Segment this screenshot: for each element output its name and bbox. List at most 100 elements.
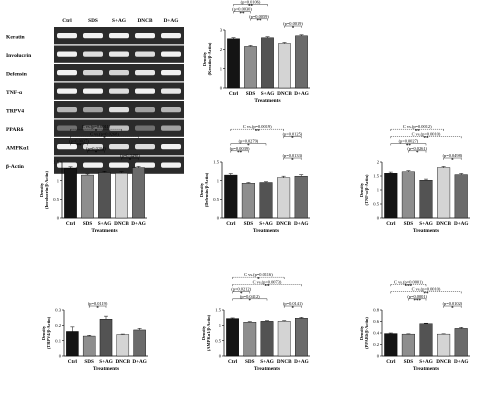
p-value-label: (p=0.0030) (232, 7, 252, 12)
blot-band (109, 33, 129, 39)
y-axis-label: Density(PPARδ/β-Actin) (359, 317, 369, 349)
p-value-label: (p=0.0498) (120, 153, 140, 158)
category-label: S+AG (99, 359, 113, 365)
blot-band (83, 51, 103, 57)
blot-band (109, 162, 129, 168)
category-label: DNCB (277, 359, 292, 365)
lane-label: S+AG (112, 18, 126, 24)
chart-trpv4: 0 0.1 0.2 0.3 Ctrl SDS S+AG DNCB D+AG Treatments D… (41, 301, 148, 372)
blot-band (83, 144, 103, 150)
blot-band (83, 107, 103, 113)
significance-stars: * (291, 137, 294, 142)
blot-band (109, 88, 129, 94)
y-axis-label: Density(Defensin/β-Actin) (199, 172, 209, 207)
x-axis-label: Treatments (253, 228, 279, 234)
blot-band (109, 51, 129, 57)
significance-stars: * (292, 306, 295, 311)
p-value-label: C vs.(p=0.0012) (403, 124, 432, 129)
p-value-label: (p=0.0119) (88, 301, 108, 306)
category-label: Ctrl (66, 221, 76, 227)
p-value-label: (p=0.0027) (399, 139, 419, 144)
significance-stars: * (103, 137, 106, 142)
y-axis-label: Density(Keratin/β-Actin) (202, 42, 212, 75)
bar-dag (133, 329, 146, 357)
blot-band (57, 33, 77, 39)
y-tick-label: 1.5 (215, 308, 221, 313)
category-label: S+AG (261, 91, 275, 97)
chart-involucrin: 0 0.5 1 1.5 Ctrl SDS S+AG DNCB D+AG Treatments Den… (39, 124, 147, 234)
p-value-label: (p=0.0059) (249, 14, 269, 19)
p-value-label: (p=0.0279) (239, 139, 259, 144)
p-value-label: (p=0.0001) (407, 294, 427, 299)
p-value-label: (p=0.0498) (443, 153, 463, 158)
p-value-label: C vs.(p=0.0010) (412, 287, 441, 292)
significance-stars: * (266, 0, 269, 3)
p-value-label: (p=0.0412) (240, 294, 260, 299)
category-label: DNCB (436, 359, 451, 365)
y-tick-label: 1 (219, 323, 222, 328)
blot-band (83, 70, 103, 76)
category-label: SDS (404, 359, 414, 365)
y-tick-label: 1.5 (213, 160, 219, 165)
bar-sag (261, 37, 274, 89)
bar-dag (295, 318, 308, 357)
blot-band (57, 144, 77, 150)
bar-dncb (115, 172, 128, 219)
category-label: DNCB (276, 221, 291, 227)
bar-ctrl (64, 168, 77, 219)
y-tick-label: 0.1 (55, 338, 61, 343)
row-label: Keratin (6, 34, 26, 40)
bar-ctrl (66, 331, 79, 357)
blot-band (161, 144, 181, 150)
bar-dncb (437, 167, 451, 219)
bar-ctrl (384, 172, 398, 219)
p-value-label: (p=0.0106) (241, 0, 261, 4)
y-tick-label: 0 (217, 216, 220, 221)
blot-band (135, 107, 155, 113)
y-tick-label: 3 (220, 28, 223, 33)
blot-band (161, 88, 181, 94)
y-tick-label: 0.5 (373, 202, 379, 207)
p-value-label: (p=0.0102) (443, 301, 463, 306)
significance-stars: * (247, 144, 250, 149)
y-tick-label: 2 (220, 47, 223, 52)
y-tick-label: 0 (219, 354, 222, 359)
p-value-label: C vs.(p=0.0073) (253, 279, 282, 284)
blot-band (109, 144, 129, 150)
x-axis-label: Treatments (91, 228, 117, 234)
bar-sds (81, 174, 94, 219)
bar-dncb (116, 334, 130, 357)
y-tick-label: 1 (57, 178, 60, 183)
blot-band (161, 70, 181, 76)
blot-band (83, 125, 103, 131)
significance-stars: ** (424, 137, 430, 142)
lane-label: DNCB (137, 18, 152, 24)
p-value-label: (p=0.0141) (283, 301, 303, 306)
p-value-label: (p=0.0125) (283, 131, 303, 136)
significance-stars: *** (413, 299, 421, 304)
p-value-label: (p=0.0261) (407, 146, 427, 151)
bar-dncb (277, 177, 291, 219)
significance-stars: ** (265, 285, 271, 290)
significance-stars: * (96, 306, 99, 311)
significance-stars: * (129, 158, 132, 163)
y-tick-label: 1.5 (373, 174, 379, 179)
y-axis-label: Density(TNF-α/β-Actin) (359, 174, 369, 205)
bar-ctrl (224, 174, 238, 219)
p-value-label: (p=0.0133) (283, 153, 303, 158)
chart-defensin: 0 0.5 1 1.5 Ctrl SDS S+AG DNCB D+AG Treatments Den… (199, 124, 310, 234)
row-label: PPARδ (6, 127, 23, 133)
blot-band (161, 162, 181, 168)
bar-sds (243, 322, 257, 357)
p-value-label: (p=0.0039) (230, 146, 250, 151)
significance-stars: * (292, 26, 295, 31)
bar-dag (132, 167, 145, 219)
y-tick-label: 0 (377, 216, 380, 221)
significance-stars: * (249, 299, 252, 304)
category-label: DNCB (115, 359, 130, 365)
significance-stars: ** (237, 151, 243, 156)
chart-ppar: 0 0.2 0.4 0.6 0.8 Ctrl SDS S+AG DNCB D+AG Treatmen… (359, 279, 470, 372)
significance-stars: * (451, 158, 454, 163)
y-tick-label: 0.6 (373, 319, 379, 324)
